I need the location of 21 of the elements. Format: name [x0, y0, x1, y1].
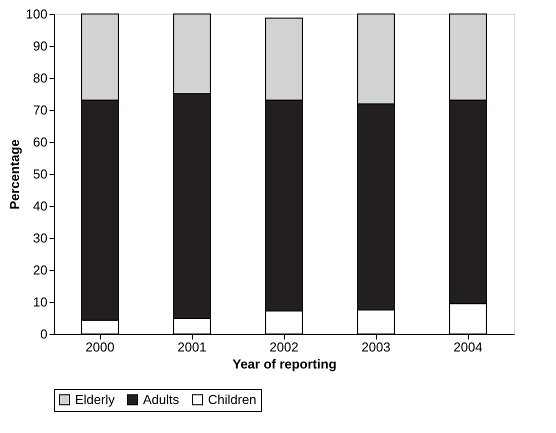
- y-tick-label: 40: [33, 198, 48, 214]
- y-tick-label: 30: [33, 230, 48, 246]
- x-axis-title: Year of reporting: [232, 356, 337, 372]
- y-tick-label: 0: [40, 326, 48, 342]
- x-tick-label: 2000: [86, 340, 114, 354]
- y-tick-label: 20: [33, 262, 48, 278]
- x-tick-label: 2002: [270, 340, 298, 354]
- y-tick-label: 10: [33, 294, 48, 310]
- x-tick-label: 2001: [178, 340, 206, 354]
- y-tick-label: 100: [26, 6, 48, 22]
- y-tick-label: 70: [33, 102, 48, 118]
- y-tick-label: 80: [33, 70, 48, 86]
- legend-label: Children: [208, 392, 256, 407]
- y-tick-label: 50: [33, 166, 48, 182]
- legend-label: Elderly: [75, 392, 116, 407]
- x-tick-label: 2003: [362, 340, 390, 354]
- y-tick-label: 90: [33, 38, 48, 54]
- y-tick-label: 60: [33, 134, 48, 150]
- x-tick-label: 2004: [454, 340, 482, 354]
- y-axis-title: Percentage: [6, 139, 22, 210]
- legend-label: Adults: [143, 392, 180, 407]
